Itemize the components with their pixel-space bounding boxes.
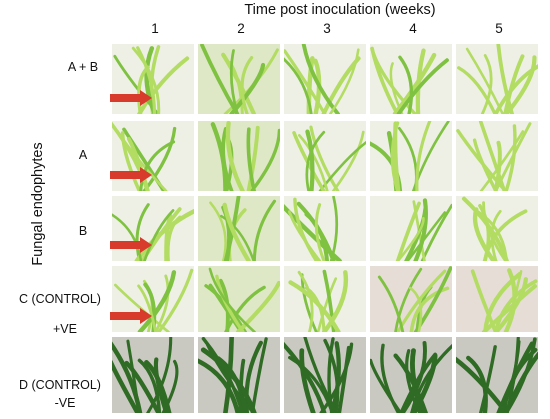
plant-photo-row3-week4 bbox=[370, 196, 452, 261]
plant-photo-row3-week3 bbox=[284, 196, 366, 261]
plant-photo-row2-week4 bbox=[370, 121, 452, 191]
plant-photo-row1-week3 bbox=[284, 44, 366, 114]
plant-photo-row2-week3 bbox=[284, 121, 366, 191]
plant-photo-row3-week1 bbox=[112, 196, 194, 261]
plant-photo-row5-week1 bbox=[112, 337, 194, 413]
plant-photo-row1-week4 bbox=[370, 44, 452, 114]
row-label-a-plus-b: A + B bbox=[67, 60, 99, 74]
plant-photo-row5-week2 bbox=[198, 337, 280, 413]
red-arrow-icon bbox=[110, 90, 152, 106]
red-arrow-icon bbox=[110, 167, 152, 183]
plant-photo-row4-week2 bbox=[198, 266, 280, 332]
plant-photo-row4-week3 bbox=[284, 266, 366, 332]
plant-photo-row5-week3 bbox=[284, 337, 366, 413]
plant-photo-row1-week5 bbox=[456, 44, 538, 114]
row-label-c-control: C (CONTROL) bbox=[19, 292, 101, 306]
column-label-week-1: 1 bbox=[151, 21, 159, 36]
y-axis-label: Fungal endophytes bbox=[30, 142, 46, 266]
column-label-week-2: 2 bbox=[237, 21, 245, 36]
plant-photo-row2-week1 bbox=[112, 121, 194, 191]
plant-photo-row4-week1 bbox=[112, 266, 194, 332]
plant-photo-row3-week2 bbox=[198, 196, 280, 261]
column-label-week-4: 4 bbox=[409, 21, 417, 36]
red-arrow-icon bbox=[110, 237, 152, 253]
column-label-week-3: 3 bbox=[323, 21, 331, 36]
row-sublabel-positive: +VE bbox=[53, 322, 77, 336]
figure-title: Time post inoculation (weeks) bbox=[244, 2, 436, 18]
row-label-a: A bbox=[78, 148, 88, 162]
row-label-b: B bbox=[78, 224, 88, 238]
row-sublabel-negative: -VE bbox=[54, 396, 76, 410]
plant-photo-row1-week1 bbox=[112, 44, 194, 114]
plant-photo-row4-week4 bbox=[370, 266, 452, 332]
plant-photo-row3-week5 bbox=[456, 196, 538, 261]
plant-photo-row2-week2 bbox=[198, 121, 280, 191]
plant-photo-row2-week5 bbox=[456, 121, 538, 191]
red-arrow-icon bbox=[110, 308, 152, 324]
plant-photo-row5-week5 bbox=[456, 337, 538, 413]
row-label-d-control: D (CONTROL) bbox=[19, 378, 101, 392]
plant-photo-row4-week5 bbox=[456, 266, 538, 332]
plant-photo-row1-week2 bbox=[198, 44, 280, 114]
plant-photo-row5-week4 bbox=[370, 337, 452, 413]
column-label-week-5: 5 bbox=[495, 21, 503, 36]
